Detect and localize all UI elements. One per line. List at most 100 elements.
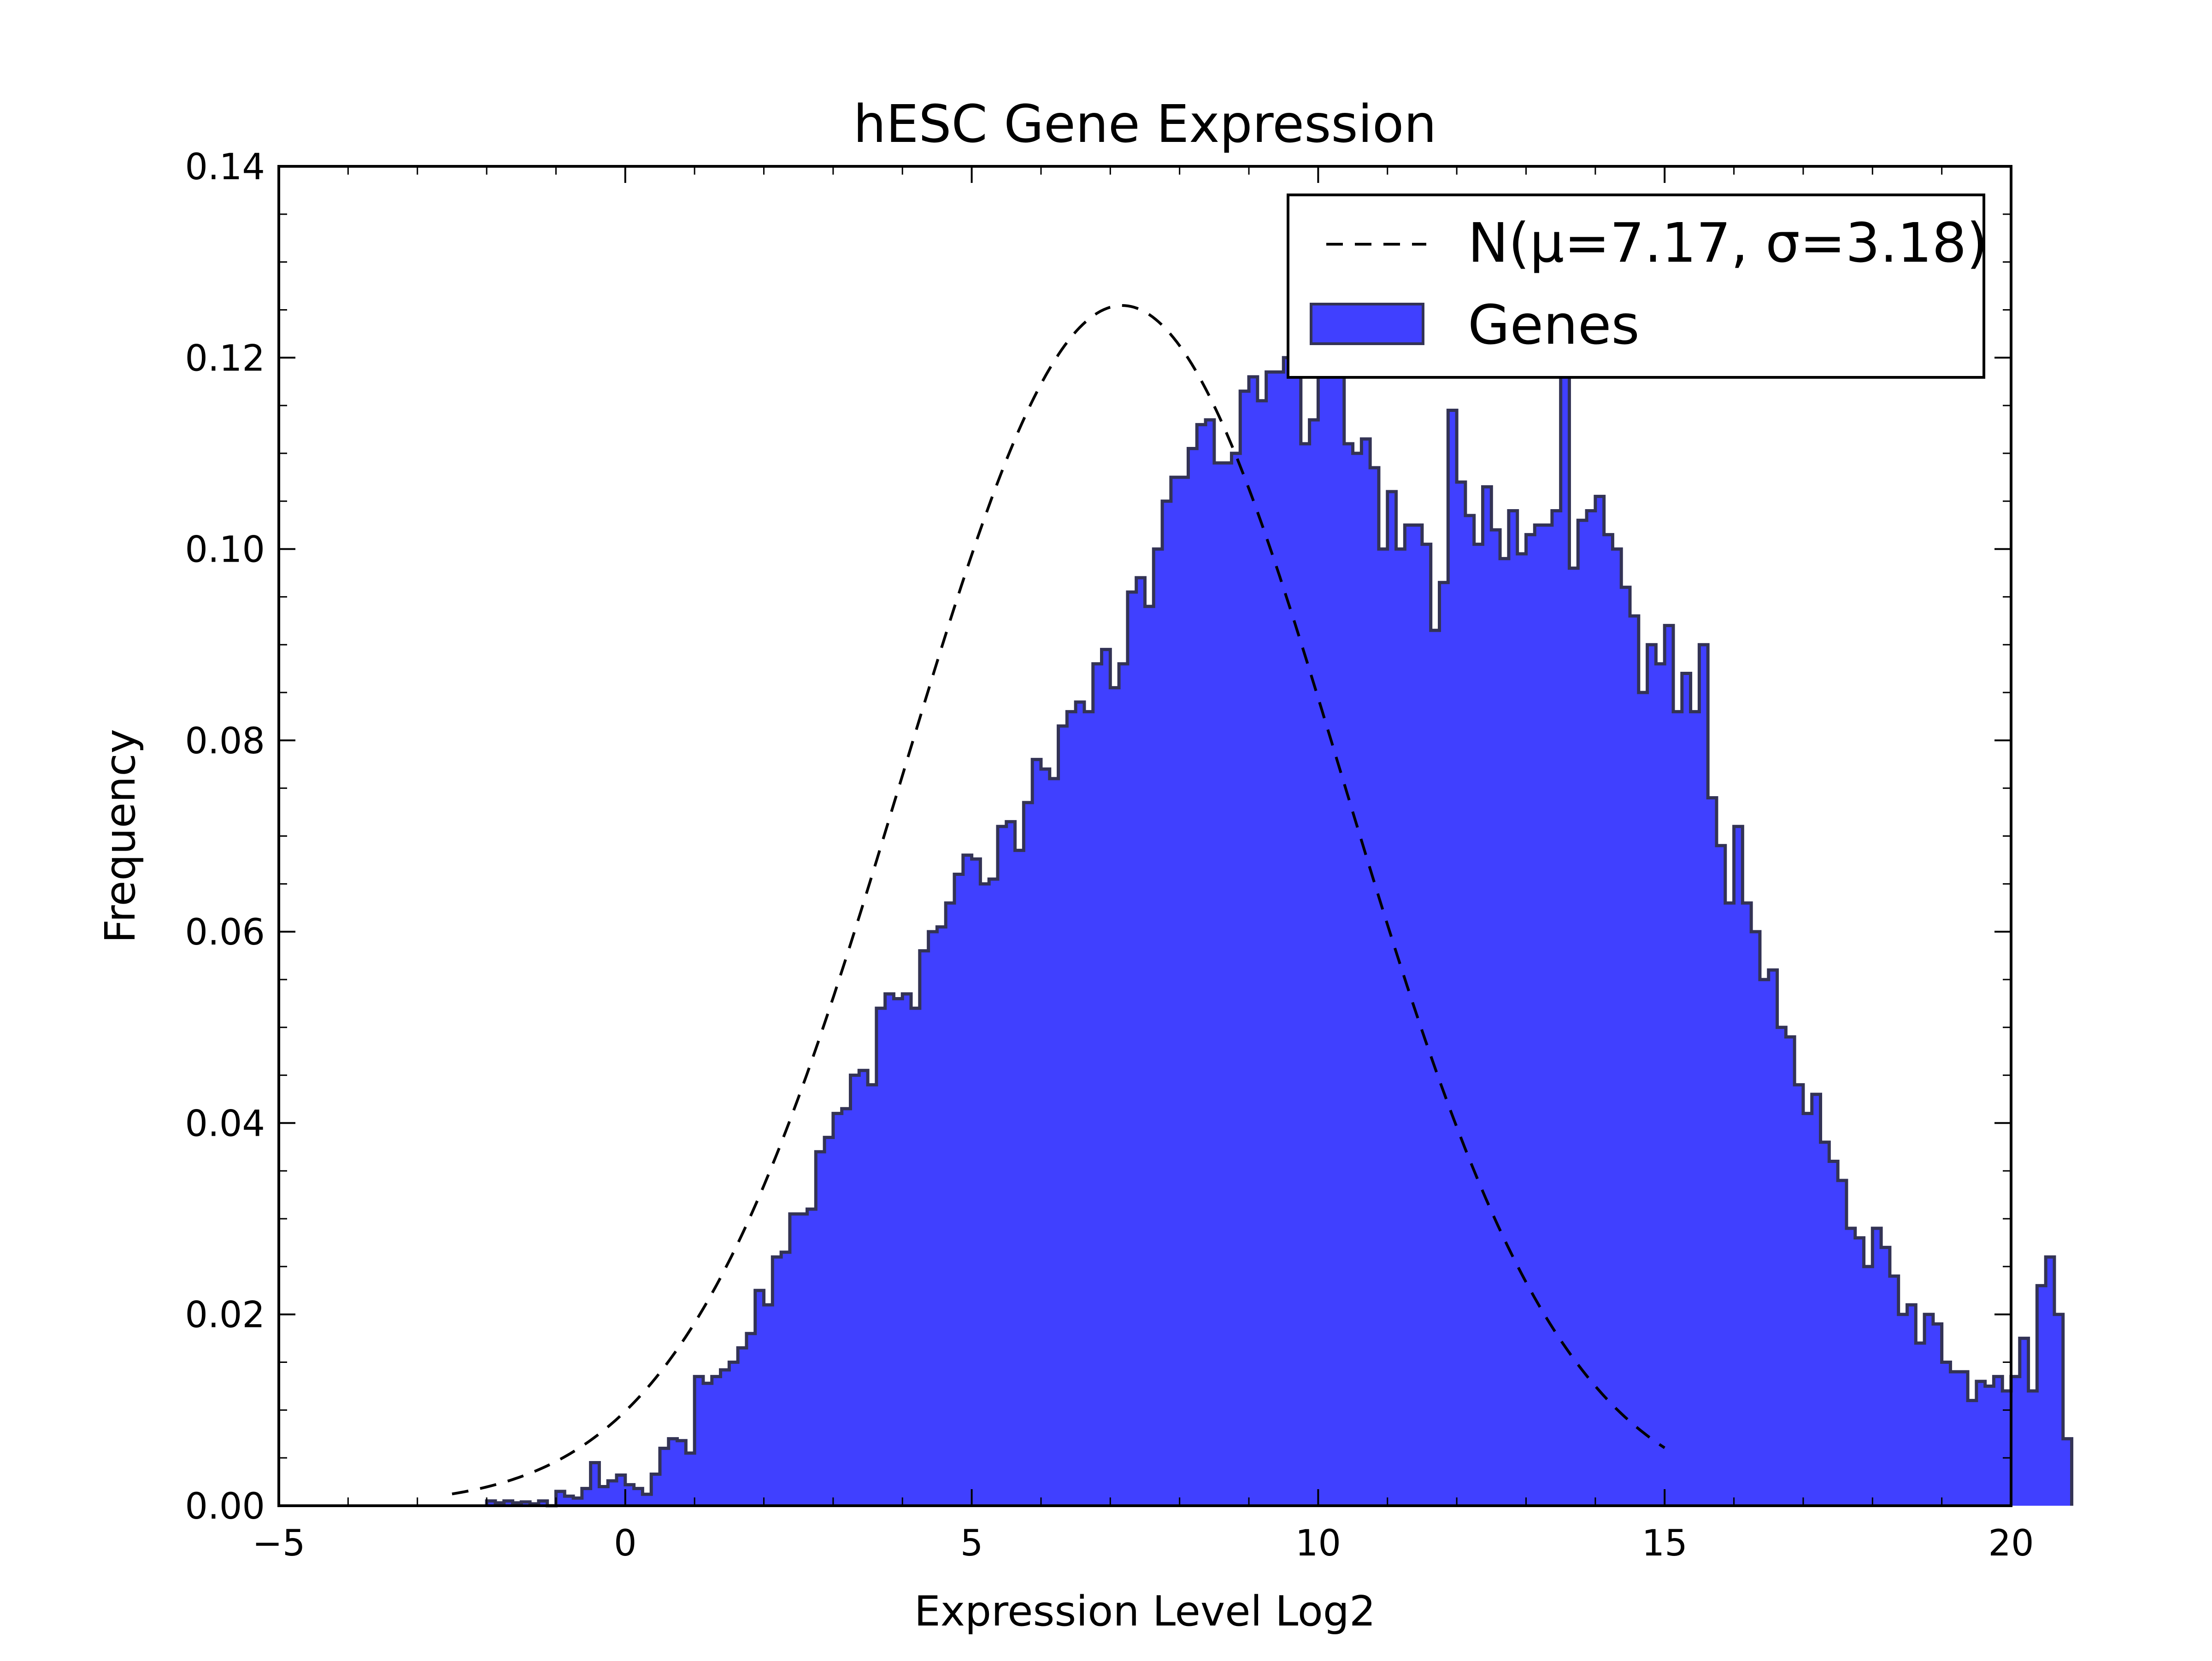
histogram-bar [1889,1276,1899,1506]
histogram-bar [1543,525,1553,1506]
histogram-bar [997,826,1007,1506]
histogram-bar [1855,1238,1865,1506]
legend-label-genes: Genes [1468,293,1640,357]
histogram-bar [1179,477,1189,1506]
histogram-bar [1682,673,1691,1506]
histogram-bar [1976,1381,1986,1506]
histogram-bar [1768,970,1778,1506]
histogram-bar [1526,534,1535,1506]
histogram-bar [694,1376,704,1506]
histogram-bar [659,1448,669,1506]
histogram-bar [1292,367,1301,1506]
histogram-bar [1959,1372,1968,1506]
histogram-bar [1474,544,1483,1506]
histogram-bar [1985,1386,1994,1506]
histogram-bar [1249,376,1258,1506]
histogram-bar [1820,1142,1830,1506]
histogram-bar [1725,903,1735,1506]
histogram-bar [1569,568,1578,1506]
histogram-bar [1630,616,1639,1506]
histogram-bar [1309,420,1318,1506]
legend-patch-swatch [1310,303,1424,345]
histogram-bar [1803,1113,1812,1506]
histogram-bar [1734,826,1743,1506]
histogram-bar [1101,649,1111,1506]
histogram-bar [1846,1228,1856,1506]
histogram-bar [1552,511,1561,1506]
y-tick-label: 0.08 [185,721,265,762]
x-tick-label: 10 [1295,1523,1341,1564]
y-axis-title: Frequency [96,729,145,943]
histogram-bar [816,1151,825,1506]
x-tick-label: 0 [614,1523,637,1564]
histogram-bar [885,994,894,1506]
y-tick-label: 0.04 [185,1103,265,1145]
histogram-bar [2054,1314,2064,1506]
histogram-bar [1257,400,1267,1506]
histogram-bar [686,1453,695,1506]
histogram-bar [2037,1285,2046,1506]
histogram-bar [833,1113,842,1506]
histogram-bar [1924,1314,1934,1506]
y-tick-label: 0.12 [185,338,265,379]
histogram-bar [1708,798,1717,1506]
histogram-bar [1838,1180,1847,1506]
histogram-bar [738,1348,747,1506]
histogram-bar [1041,769,1050,1506]
histogram-bar [1197,424,1206,1506]
histogram-bar [1006,822,1016,1506]
histogram-bar [1994,1376,2003,1506]
histogram-bar [894,998,903,1506]
histogram-bar [1024,802,1033,1506]
histogram-bar [1266,372,1276,1506]
histogram-bar [1716,845,1726,1506]
histogram-bar [1283,358,1293,1506]
histogram-bar [1361,439,1371,1506]
histogram-bar [1136,577,1146,1506]
y-tick-label: 0.00 [185,1486,265,1527]
histogram-bar [1742,903,1752,1506]
histogram-bar [1916,1343,1925,1506]
histogram-bar [1560,358,1570,1506]
histogram-bar [2011,1376,2020,1506]
histogram-bar [1699,645,1708,1506]
histogram-bar [599,1486,608,1506]
histogram-bar [1119,663,1128,1506]
histogram-bar [1093,663,1102,1506]
y-tick-label: 0.06 [185,912,265,953]
histogram-bar [1457,482,1466,1506]
histogram-bar [1812,1094,1821,1506]
histogram-bar [487,1501,496,1506]
histogram-bar [1370,468,1379,1506]
histogram-bar [1794,1085,1804,1506]
histogram-bar [946,903,955,1506]
histogram-bar [868,1085,877,1506]
histogram-outline [485,337,2074,1508]
axes: −5 0 5 10 15 20 0.00 0.02 0.04 0.06 0.08 0.10 0.12 0.… [185,147,2034,1564]
histogram-bar [720,1370,729,1506]
histogram-bar [1145,606,1154,1506]
histogram-bar [798,1214,808,1506]
histogram-bar [1604,534,1613,1506]
histogram-bar [1950,1372,1959,1506]
histogram-bar [617,1475,626,1506]
histogram-bar [1500,558,1509,1506]
histogram-bar [1110,687,1119,1506]
histogram-bar [2028,1391,2037,1506]
histogram-bar [1162,501,1171,1506]
histogram-bar [1587,511,1596,1506]
histogram-bar [1058,726,1067,1506]
histogram-bar [556,1491,565,1506]
histogram-bar [980,884,989,1506]
histogram-bar [876,1008,886,1506]
histogram-bar [521,1502,530,1506]
histogram-bar [1751,932,1760,1506]
legend: N(μ=7.17, σ=3.18) Genes [1287,194,1988,379]
histogram-bar [1829,1161,1838,1506]
chart-title: hESC Gene Expression [853,94,1437,154]
histogram-bar [712,1376,721,1506]
x-tick-label: 5 [960,1523,983,1564]
histogram-bar [1353,453,1362,1506]
histogram-bar [1223,463,1232,1506]
